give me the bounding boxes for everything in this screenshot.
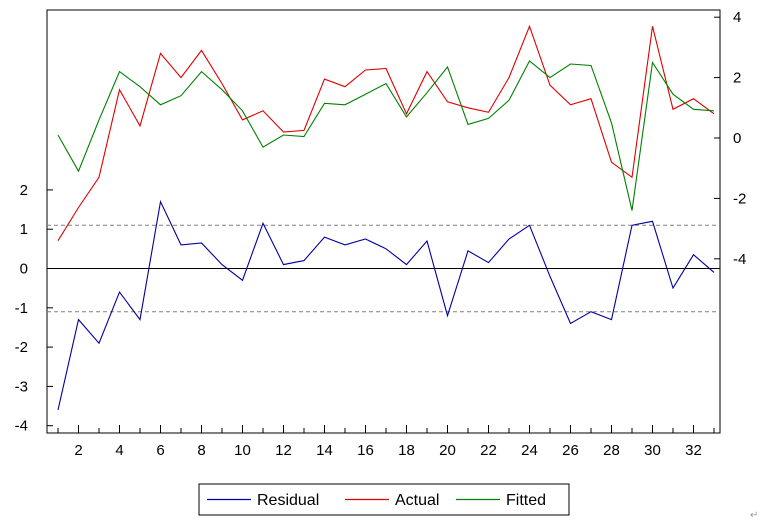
x-tick-label: 22 (480, 442, 497, 459)
legend-label-fitted: Fitted (506, 492, 546, 509)
x-tick-label: 26 (562, 442, 579, 459)
x-tick-label: 8 (197, 442, 205, 459)
legend-label-actual: Actual (395, 492, 439, 509)
x-tick-label: 12 (275, 442, 292, 459)
left-tick-label: -3 (15, 378, 28, 395)
x-tick-label: 14 (316, 442, 333, 459)
series-line-residual (57, 199, 715, 411)
right-tick-label: 4 (733, 9, 741, 26)
axis-ticks (47, 16, 720, 433)
series-lines (57, 24, 715, 411)
left-tick-label: -1 (15, 300, 28, 317)
x-tick-label: 30 (644, 442, 661, 459)
left-tick-label: 1 (20, 221, 28, 238)
x-tick-label: 16 (357, 442, 374, 459)
x-tick-label: 18 (398, 442, 415, 459)
corner-mark: ↵ (750, 510, 758, 521)
right-tick-label: 0 (733, 130, 741, 147)
left-tick-label: -4 (15, 418, 28, 435)
right-axis-tick-labels: 4 2 0 -2 -4 (733, 9, 746, 268)
right-tick-label: -2 (733, 190, 746, 207)
x-tick-label: 24 (521, 442, 538, 459)
x-tick-label: 10 (234, 442, 251, 459)
x-tick-label: 20 (439, 442, 456, 459)
series-line-fitted (57, 60, 715, 211)
left-tick-label: 2 (20, 182, 28, 199)
right-tick-label: 2 (733, 70, 741, 87)
x-tick-label: 4 (115, 442, 123, 459)
reference-lines (47, 224, 720, 313)
x-tick-label: 32 (685, 442, 702, 459)
x-tick-label: 6 (156, 442, 164, 459)
left-tick-label: -2 (15, 339, 28, 356)
plot-frame (46, 9, 721, 434)
x-tick-label: 2 (74, 442, 82, 459)
legend-label-residual: Residual (257, 492, 319, 509)
legend: Residual Actual Fitted (198, 483, 570, 516)
x-tick-label: 28 (603, 442, 620, 459)
right-tick-label: -4 (733, 251, 746, 268)
left-axis-tick-labels: 2 1 0 -1 -2 -3 -4 (15, 182, 28, 435)
series-line-actual (57, 24, 715, 241)
x-axis-tick-labels: 2 4 6 8 10 12 14 16 18 20 22 24 26 28 30 32 (74, 442, 702, 459)
left-tick-label: 0 (20, 261, 28, 278)
